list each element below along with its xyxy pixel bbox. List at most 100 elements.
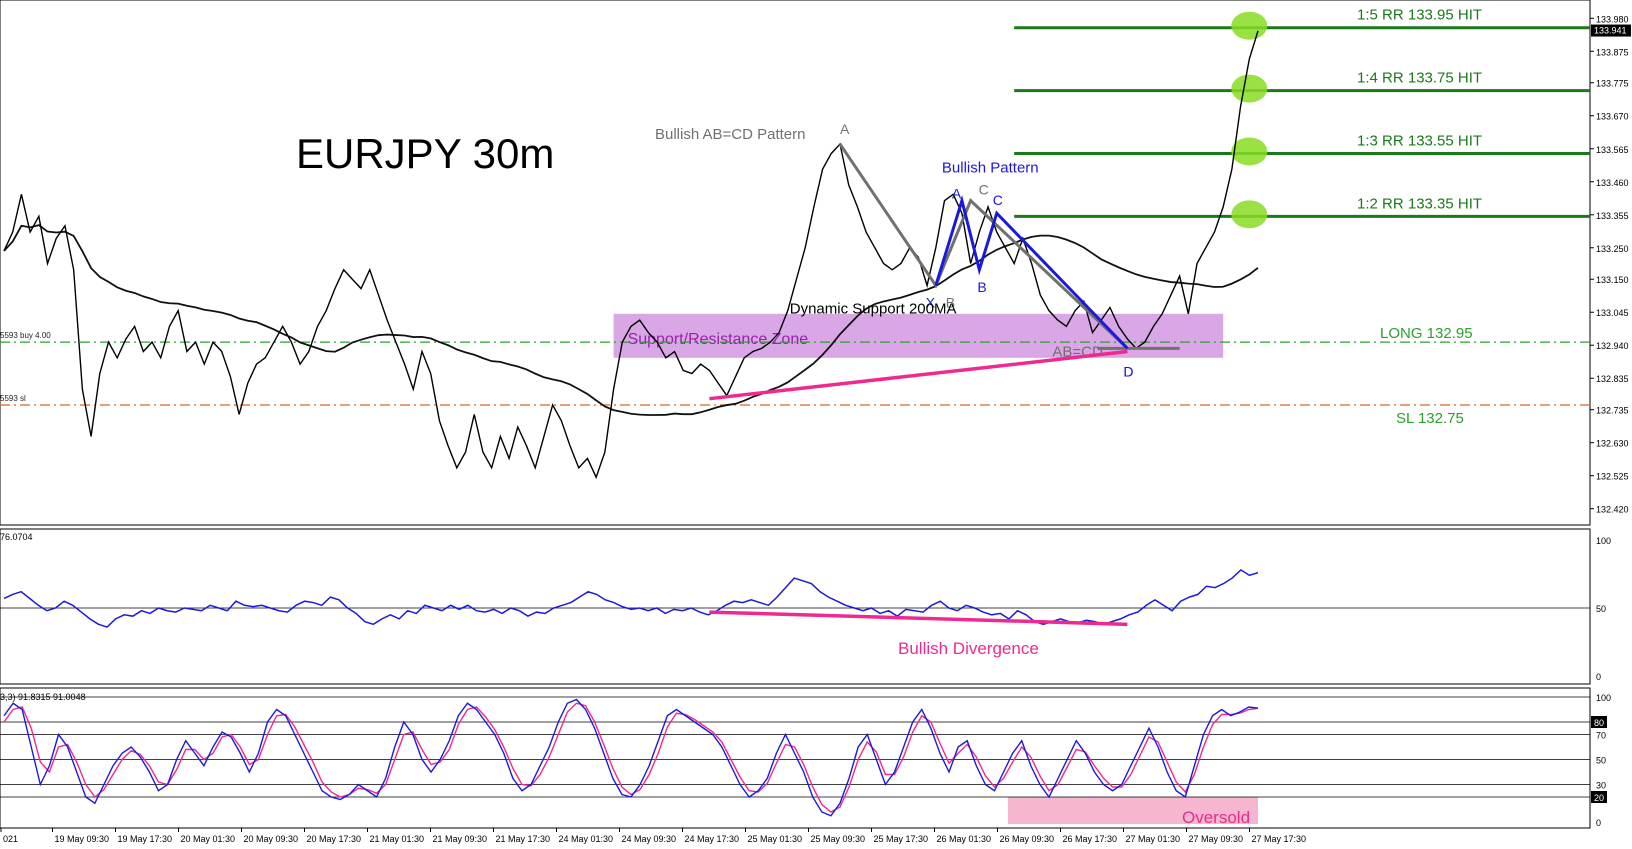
stoch-k-line: [3, 698, 1259, 817]
target-level-label: 1:4 RR 133.75 HIT: [1357, 70, 1482, 87]
entry-level-label: LONG 132.95: [1380, 325, 1473, 342]
time-tick-label: 27 May 09:30: [1189, 834, 1244, 844]
price-tick-label: 132.525: [1596, 472, 1629, 482]
rsi-tick-label: 50: [1596, 604, 1606, 614]
target-hit-marker: [1231, 137, 1268, 166]
rsi-value-label: 76.0704: [0, 532, 33, 542]
price-tick-label: 132.835: [1596, 374, 1629, 384]
point-d-blue: D: [1123, 363, 1133, 379]
time-tick-label: 24 May 09:30: [622, 834, 677, 844]
price-panel: [0, 0, 1591, 526]
time-tick-label: 27 May 17:30: [1252, 834, 1307, 844]
chart-title: EURJPY 30m: [296, 130, 554, 177]
time-tick-label: 27 May 01:30: [1126, 834, 1181, 844]
price-tick-label: 133.460: [1596, 178, 1629, 188]
time-tick-label: 19 May 09:30: [55, 834, 110, 844]
stoch-tick-label: 80: [1594, 718, 1604, 728]
oversold-label: Oversold: [1182, 808, 1250, 827]
time-tick-label: 26 May 01:30: [937, 834, 992, 844]
time-tick-label: 26 May 17:30: [1063, 834, 1118, 844]
oversold-box: [1008, 797, 1258, 824]
stoch-level-box: [1591, 716, 1607, 728]
point-a-blue: A: [952, 186, 962, 202]
time-tick-label: 20 May 17:30: [307, 834, 362, 844]
point-b-gray: B: [946, 295, 955, 311]
price-tick-label: 133.875: [1596, 47, 1629, 57]
levels-layer: 1:5 RR 133.95 HIT 1:4 RR 133.75 HIT 1:3 RR…: [0, 7, 1590, 427]
time-tick-label: 25 May 17:30: [874, 834, 929, 844]
time-tick-label: 24 May 17:30: [685, 834, 740, 844]
time-tick-label: 24 May 01:30: [559, 834, 614, 844]
price-tick-label: 133.565: [1596, 145, 1629, 155]
stoch-layer: Oversold 100 80 70 50 30 20 0 3,3) 91.8315 91.00…: [0, 692, 1611, 828]
rsi-panel: [0, 528, 1591, 685]
target-level-label: 1:3 RR 133.55 HIT: [1357, 132, 1482, 149]
abcd-pattern-title: Bullish AB=CD Pattern: [655, 126, 806, 143]
current-price-box: [1591, 24, 1631, 37]
price-layer: [3, 30, 1259, 480]
target-hit-marker: [1231, 11, 1268, 40]
target-level-label: 1:2 RR 133.35 HIT: [1357, 195, 1482, 212]
point-x-blue: X: [926, 295, 936, 311]
stoch-level-box: [1591, 791, 1607, 803]
ma-layer: [3, 224, 1259, 416]
stoch-tick-label: 30: [1596, 781, 1606, 791]
point-c-blue: C: [993, 192, 1003, 208]
stoch-tick-label: 0: [1596, 818, 1601, 828]
bullish-pattern-line: [934, 195, 1129, 350]
price-tick-label: 133.670: [1596, 112, 1629, 122]
time-tick-label: 21 May 01:30: [370, 834, 425, 844]
stoch-d-line: [3, 702, 1259, 813]
time-tick-label: 21 May 17:30: [496, 834, 551, 844]
time-tick-label: 25 May 09:30: [811, 834, 866, 844]
stop-loss-label: SL 132.75: [1396, 410, 1464, 427]
zone-layer: Support/Resistance Zone: [613, 313, 1224, 358]
price-tick-label: 132.630: [1596, 439, 1629, 449]
point-d-gray: D: [1123, 363, 1133, 379]
price-tick-label: 132.420: [1596, 505, 1629, 515]
price-close-line: [3, 30, 1259, 480]
x-axis-layer: 021 19 May 09:30 19 May 17:30 20 May 01:30 2…: [0, 828, 1307, 844]
rsi-divergence-line: [709, 610, 1128, 627]
rsi-tick-label: 100: [1596, 536, 1611, 546]
stoch-tick-label: 100: [1596, 693, 1611, 703]
target-hit-marker: [1231, 200, 1268, 229]
rsi-tick-label: 0: [1596, 672, 1601, 682]
price-tick-label: 133.250: [1596, 244, 1629, 254]
point-b-blue: B: [977, 279, 986, 295]
buy-order-label: 5593 buy 4.00: [0, 331, 51, 340]
abcd-pattern-line: [838, 143, 1129, 350]
price-tick-label: 132.940: [1596, 341, 1629, 351]
ma-label: Dynamic Support 200MA: [790, 301, 957, 318]
stoch-value-label: 3,3) 91.8315 91.0048: [0, 692, 86, 702]
price-tick-label: 133.355: [1596, 211, 1629, 221]
stoch-panel: [0, 687, 1591, 829]
time-tick-label: 021: [3, 834, 18, 844]
price-low-trendline: [709, 349, 1128, 401]
price-tick-label: 133.980: [1596, 14, 1629, 24]
time-tick-label: 20 May 01:30: [181, 834, 236, 844]
y-axis-layer: 133.980 133.875 133.775 133.670 133.565 133.4…: [1590, 14, 1631, 515]
price-tick-label: 132.735: [1596, 406, 1629, 416]
current-price-label: 133.941: [1594, 26, 1627, 36]
rsi-layer: 100 50 0 76.0704 Bullish Divergence: [0, 532, 1611, 682]
time-tick-label: 26 May 09:30: [1000, 834, 1055, 844]
dynamic-support-ma-line: [3, 224, 1259, 416]
time-tick-label: 19 May 17:30: [118, 834, 173, 844]
bullish-divergence-label: Bullish Divergence: [898, 639, 1039, 658]
target-hit-marker: [1231, 74, 1268, 103]
price-tick-label: 133.775: [1596, 79, 1629, 89]
stoch-tick-label: 20: [1594, 793, 1604, 803]
time-tick-label: 25 May 01:30: [748, 834, 803, 844]
stoch-tick-label: 70: [1596, 731, 1606, 741]
stoch-tick-label: 50: [1596, 756, 1606, 766]
price-tick-label: 133.150: [1596, 275, 1629, 285]
point-c-gray: C: [979, 182, 989, 198]
zone-label: Support/Resistance Zone: [628, 331, 809, 348]
target-level-label: 1:5 RR 133.95 HIT: [1357, 7, 1482, 24]
sl-order-label: 5593 sl: [0, 394, 26, 403]
time-tick-label: 21 May 09:30: [433, 834, 488, 844]
point-a-gray: A: [840, 121, 850, 137]
